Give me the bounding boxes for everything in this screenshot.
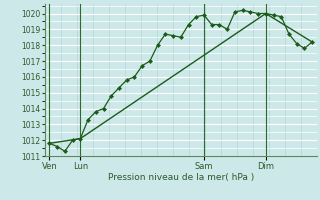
X-axis label: Pression niveau de la mer( hPa ): Pression niveau de la mer( hPa ): [108, 173, 254, 182]
